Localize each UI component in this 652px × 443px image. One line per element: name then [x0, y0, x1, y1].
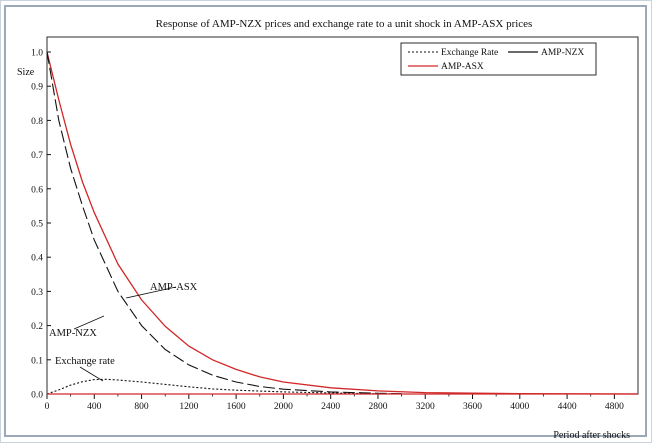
x-tick-label: 3200 [416, 402, 435, 412]
x-tick-label: 4400 [558, 402, 577, 412]
x-tick-label: 2400 [321, 402, 340, 412]
series-line-exchange-rate [46, 378, 402, 395]
y-axis-label: Size [17, 67, 35, 78]
legend-box [400, 42, 597, 76]
x-tick-label: 3600 [463, 402, 482, 412]
x-tick-label: 1600 [227, 402, 246, 412]
y-tick-label: 0.3 [31, 288, 43, 298]
y-tick-label: 0.6 [31, 185, 43, 195]
x-tick-label: 1200 [179, 402, 198, 412]
y-axis-ticks: 0.0 0.1 0.2 0.3 0.4 0.5 0.6 0.7 0.8 0.9 1.0 [31, 49, 51, 401]
annotation-exchange-rate: Exchange rate [55, 356, 115, 367]
y-tick-label: 0.2 [31, 322, 43, 332]
y-tick-label: 0.8 [31, 117, 43, 127]
annotation-leader-exchange-rate [79, 366, 104, 382]
y-tick-label: 0.1 [31, 356, 43, 366]
series-line-amp-asx [46, 51, 639, 395]
x-tick-label: 4800 [605, 402, 624, 412]
series-line-amp-nzx [46, 51, 402, 395]
chart-title: Response of AMP-NZX prices and exchange … [156, 18, 533, 30]
x-tick-label: 400 [87, 402, 102, 412]
y-tick-label: 1.0 [31, 49, 43, 59]
annotation-layer: AMP-ASX AMP-NZX Exchange rate [49, 282, 198, 382]
legend-label-amp-asx: AMP-ASX [441, 62, 484, 72]
annotation-leader-amp-nzx [73, 315, 105, 330]
series-layer [46, 51, 639, 395]
legend-label-amp-nzx: AMP-NZX [541, 48, 584, 58]
legend: Exchange Rate AMP-NZX AMP-ASX [400, 42, 597, 76]
x-axis-ticks: 0 400 800 1200 1600 2000 2400 2800 3200 3600 4000 4… [45, 394, 624, 412]
legend-label-exchange-rate: Exchange Rate [441, 48, 498, 58]
x-tick-label: 2000 [274, 402, 293, 412]
y-tick-label: 0.5 [31, 220, 43, 230]
x-tick-label: 800 [134, 402, 149, 412]
y-tick-label: 0.4 [31, 254, 43, 264]
y-tick-label: 0.7 [31, 151, 43, 161]
annotation-amp-asx: AMP-ASX [150, 282, 198, 293]
inner-frame [4, 5, 647, 437]
annotation-leader-amp-asx [125, 286, 177, 299]
y-tick-label: 0.9 [31, 83, 43, 93]
x-tick-label: 4000 [510, 402, 529, 412]
x-tick-label: 2800 [368, 402, 387, 412]
x-tick-label: 0 [45, 402, 50, 412]
annotation-amp-nzx: AMP-NZX [49, 328, 97, 339]
x-axis-label: Period after shocks [553, 430, 630, 441]
y-tick-label: 0.0 [31, 391, 43, 401]
